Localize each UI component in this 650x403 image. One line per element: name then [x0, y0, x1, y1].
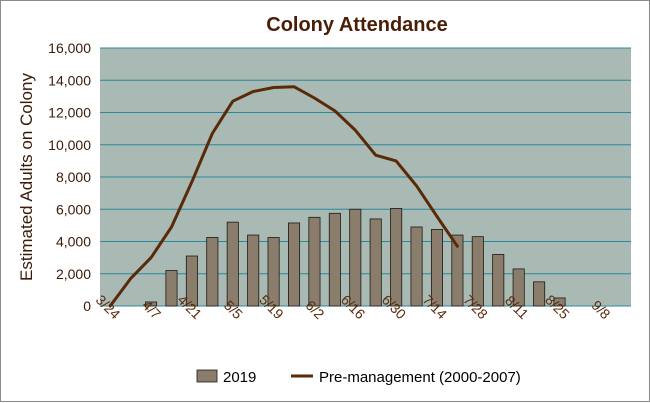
- bar-2019: [471, 236, 484, 307]
- line-pre-management: [108, 85, 459, 308]
- y-axis-label: Estimated Adults on Colony: [17, 73, 36, 281]
- bar-2019: [369, 218, 382, 307]
- plot-area: [100, 47, 631, 307]
- bar-2019: [308, 216, 321, 307]
- bar-2019: [247, 234, 260, 307]
- y-axis-ticks: 0 2,000 4,000 6,000 8,000 10,000 12,000 14,000 1…: [48, 40, 91, 314]
- bar-2019: [451, 234, 464, 307]
- y-tick-label: 14,000: [48, 72, 91, 88]
- legend-label-pre-management: Pre-management (2000-2007): [319, 369, 521, 386]
- bar-2019: [390, 208, 403, 307]
- y-tick-label: 6,000: [56, 201, 91, 217]
- legend-swatch-2019: [196, 369, 218, 383]
- legend-label-2019: 2019: [223, 369, 256, 386]
- y-tick-label: 2,000: [56, 266, 91, 282]
- y-tick-label: 0: [83, 298, 91, 314]
- bar-2019: [328, 212, 341, 307]
- bar-2019: [145, 301, 158, 307]
- bar-2019: [553, 297, 566, 307]
- bar-2019: [349, 208, 362, 307]
- y-tick-label: 16,000: [48, 40, 91, 56]
- bar-2019: [533, 281, 546, 307]
- bar-2019: [165, 270, 178, 307]
- y-tick-label: 10,000: [48, 137, 91, 153]
- line-series: [108, 85, 459, 308]
- y-tick-label: 12,000: [48, 105, 91, 121]
- bar-series: [145, 208, 566, 307]
- bar-2019: [410, 226, 423, 307]
- bar-2019: [288, 222, 301, 307]
- bar-2019: [267, 237, 280, 307]
- bar-2019: [512, 268, 525, 307]
- y-tick-label: 8,000: [56, 169, 91, 185]
- bar-2019: [185, 255, 198, 307]
- legend: 2019 Pre-management (2000-2007): [196, 369, 521, 386]
- bar-2019: [492, 253, 505, 307]
- y-tick-label: 4,000: [56, 234, 91, 250]
- chart-title: Colony Attendance: [266, 14, 448, 36]
- bar-2019: [430, 229, 443, 307]
- bar-2019: [206, 237, 219, 307]
- bar-2019: [226, 221, 239, 307]
